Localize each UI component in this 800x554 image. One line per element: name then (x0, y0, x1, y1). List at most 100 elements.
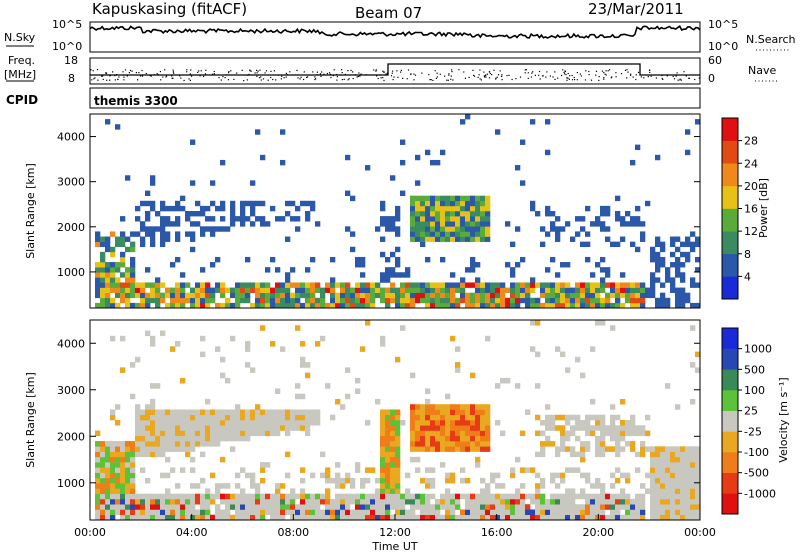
power-cell (580, 292, 586, 299)
power-cell (290, 200, 296, 207)
velocity-cell (630, 420, 636, 426)
velocity-cell (300, 356, 306, 363)
power-cell (275, 282, 281, 288)
velocity-cell (685, 477, 691, 484)
power-cell (440, 292, 446, 299)
velocity-cell (555, 414, 561, 421)
velocity-cell (310, 504, 316, 510)
velocity-cell (430, 514, 436, 521)
velocity-cell (190, 430, 196, 437)
velocity-cell (525, 514, 531, 521)
velocity-cell (365, 467, 371, 473)
velocity-cell (170, 435, 176, 442)
velocity-cell (680, 451, 686, 458)
velocity-cell (145, 493, 151, 500)
power-cell (455, 231, 461, 237)
velocity-cell (255, 404, 261, 410)
nave-dot (626, 69, 628, 71)
nave-dot (672, 75, 674, 78)
velocity-cell (520, 483, 526, 489)
power-cell (545, 211, 551, 217)
velocity-cell (685, 488, 691, 494)
power-cell (475, 205, 481, 212)
power-cell (675, 236, 681, 242)
velocity-cell (135, 409, 141, 416)
velocity-cell (120, 467, 126, 473)
velocity-cell (335, 514, 341, 521)
velocity-cell (110, 456, 116, 463)
velocity-cell (175, 504, 181, 510)
velocity-cell (580, 425, 586, 431)
power-cell (215, 256, 221, 263)
velocity-cell (160, 451, 166, 458)
power-cell (445, 211, 451, 217)
power-cell (670, 241, 676, 248)
velocity-cell (455, 430, 461, 437)
velocity-cell (670, 451, 676, 458)
velocity-cell (130, 467, 136, 473)
power-cell (465, 195, 471, 202)
velocity-cell (425, 420, 431, 426)
power-cell (430, 216, 436, 222)
power-cell (130, 292, 136, 299)
velocity-cell (590, 430, 596, 437)
velocity-cell (565, 504, 571, 510)
power-cell (290, 216, 296, 222)
velocity-cell (235, 493, 241, 500)
velocity-cell (250, 420, 256, 426)
nave-dot (307, 76, 309, 78)
nave-dot (200, 70, 202, 72)
velocity-cell (225, 435, 231, 442)
velocity-cell (130, 488, 136, 494)
velocity-cell (325, 504, 331, 510)
power-cell (200, 302, 206, 309)
power-cell (685, 241, 691, 248)
velocity-cell (530, 467, 536, 473)
velocity-cell (560, 509, 566, 516)
power-cell (475, 236, 481, 242)
power-cell (250, 200, 256, 207)
velocity-cell (155, 425, 161, 431)
velocity-cell (410, 493, 416, 500)
power-cell (285, 200, 291, 207)
nave-dot (211, 73, 214, 75)
velocity-cell (290, 414, 296, 421)
velocity-cell (505, 493, 511, 500)
power-cell (310, 292, 316, 299)
power-cell (150, 282, 156, 288)
power-cell (265, 221, 271, 227)
nave-dot (564, 70, 566, 72)
power-cell (565, 292, 571, 299)
power-cell (450, 195, 456, 202)
power-cell (505, 262, 511, 268)
power-cell (690, 231, 696, 237)
power-cell (465, 211, 471, 217)
velocity-cell (225, 430, 231, 437)
velocity-cell (145, 430, 151, 437)
power-cell (450, 282, 456, 288)
velocity-cell (470, 446, 476, 452)
velocity-cell (550, 425, 556, 431)
velocity-cell (415, 504, 421, 510)
power-cell (265, 292, 271, 299)
velocity-cell (565, 430, 571, 437)
power-cell (435, 159, 441, 166)
velocity-cell (150, 383, 156, 389)
velocity-cell (550, 441, 556, 447)
velocity-cell (265, 414, 271, 421)
nsearch-tick-bottom: 10^0 (708, 40, 738, 53)
velocity-cell (245, 420, 251, 426)
power-cell (170, 262, 176, 268)
power-cell (280, 282, 286, 288)
velocity-cell (520, 493, 526, 500)
power-cell (395, 292, 401, 299)
velocity-cell (200, 498, 206, 505)
power-cell (565, 302, 571, 309)
power-cell (400, 287, 406, 293)
velocity-cell (470, 504, 476, 510)
power-cell (125, 246, 131, 253)
power-cell (315, 297, 321, 304)
velocity-cell (640, 514, 646, 521)
velocity-cell (565, 498, 571, 505)
power-cell (310, 297, 316, 304)
